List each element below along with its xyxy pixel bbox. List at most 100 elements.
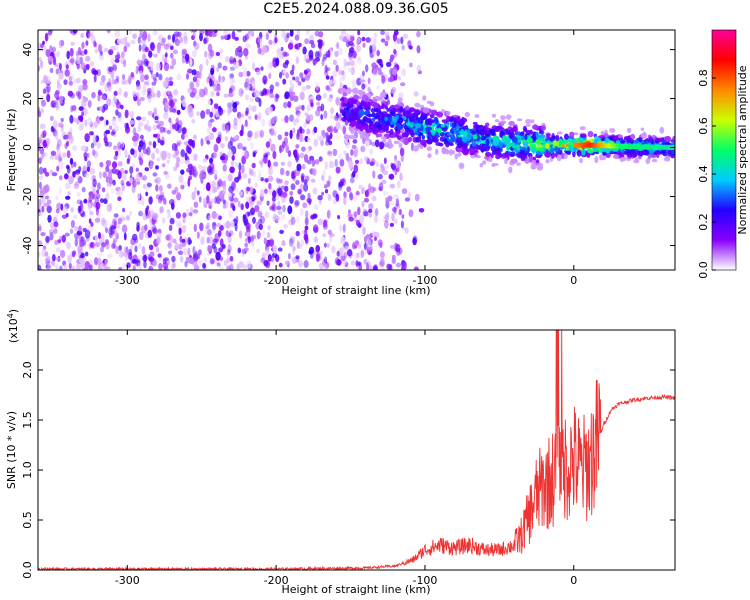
noise-mark — [69, 228, 74, 235]
noise-mark — [287, 205, 293, 215]
noise-mark — [152, 227, 158, 235]
noise-mark — [401, 44, 405, 51]
signal-mark — [455, 138, 460, 143]
signal-mark — [412, 145, 420, 152]
noise-mark — [129, 110, 134, 120]
noise-mark — [84, 251, 89, 257]
noise-mark — [247, 211, 251, 216]
noise-mark — [140, 225, 147, 234]
signal-mark — [573, 132, 579, 136]
x-tick-label: -200 — [264, 274, 289, 287]
signal-mark — [605, 151, 611, 158]
noise-mark — [92, 69, 99, 76]
noise-mark — [121, 182, 125, 192]
noise-mark — [139, 30, 143, 34]
noise-mark — [41, 248, 46, 257]
noise-mark — [172, 98, 178, 103]
signal-band-mark — [636, 144, 639, 150]
noise-mark — [262, 148, 267, 156]
noise-mark — [270, 235, 274, 241]
signal-mark — [353, 94, 359, 100]
spectrogram-y-label: Frequency (Hz) — [5, 109, 18, 192]
noise-mark — [200, 236, 205, 245]
noise-mark — [225, 55, 230, 63]
noise-mark — [132, 91, 138, 98]
noise-mark — [143, 260, 147, 269]
noise-mark — [78, 106, 84, 111]
noise-mark — [106, 141, 113, 148]
noise-mark — [252, 62, 256, 71]
noise-mark — [332, 70, 338, 78]
noise-mark — [295, 144, 300, 149]
noise-mark — [390, 201, 396, 206]
y-tick-label: 1.5 — [21, 411, 34, 429]
noise-mark — [367, 87, 371, 92]
signal-mark — [440, 123, 446, 128]
noise-mark — [42, 167, 47, 174]
noise-mark — [209, 132, 215, 141]
noise-mark — [83, 198, 88, 204]
noise-mark — [335, 96, 341, 106]
noise-mark — [196, 111, 200, 116]
noise-mark — [44, 32, 49, 42]
signal-mark — [384, 105, 388, 110]
signal-mark — [374, 121, 381, 128]
noise-mark — [190, 152, 195, 162]
noise-mark — [289, 114, 294, 122]
noise-mark — [412, 237, 417, 246]
signal-band-mark — [645, 144, 648, 150]
noise-mark — [308, 249, 314, 255]
noise-mark — [152, 141, 157, 149]
noise-mark — [129, 210, 132, 216]
noise-mark — [392, 207, 397, 213]
noise-mark — [211, 210, 217, 219]
noise-mark — [350, 173, 355, 179]
noise-mark — [244, 122, 249, 128]
signal-mark — [500, 120, 507, 125]
noise-mark — [381, 75, 386, 84]
signal-mark — [389, 134, 394, 139]
noise-mark — [294, 34, 300, 41]
noise-mark — [193, 223, 197, 233]
noise-mark — [61, 214, 68, 219]
noise-mark — [361, 200, 365, 208]
noise-mark — [389, 183, 395, 189]
signal-mark — [483, 143, 489, 149]
signal-mark — [397, 125, 404, 130]
noise-mark — [159, 61, 163, 71]
noise-mark — [366, 262, 369, 270]
noise-mark — [77, 176, 83, 184]
noise-mark — [365, 37, 371, 43]
noise-mark — [289, 30, 294, 37]
noise-mark — [149, 251, 155, 257]
noise-mark — [280, 213, 286, 220]
signal-mark — [549, 138, 555, 142]
noise-mark — [266, 200, 270, 206]
noise-mark — [42, 74, 48, 84]
noise-mark — [244, 237, 248, 243]
noise-mark — [392, 166, 396, 172]
noise-mark — [117, 217, 122, 225]
noise-mark — [139, 134, 144, 140]
noise-mark — [70, 220, 75, 228]
signal-mark — [470, 155, 476, 159]
noise-mark — [117, 111, 122, 119]
signal-mark — [567, 138, 573, 143]
signal-band-mark — [577, 142, 580, 148]
noise-mark — [229, 87, 233, 95]
noise-mark — [83, 49, 88, 55]
noise-mark — [310, 178, 316, 183]
noise-mark — [97, 213, 101, 219]
noise-mark — [300, 208, 304, 216]
signal-mark — [509, 153, 515, 157]
noise-mark — [107, 253, 113, 259]
noise-mark — [142, 30, 148, 40]
noise-mark — [188, 212, 193, 217]
noise-mark — [55, 131, 59, 141]
noise-mark — [146, 119, 150, 126]
signal-mark — [634, 157, 639, 163]
noise-mark — [213, 238, 219, 243]
noise-mark — [66, 50, 70, 60]
noise-mark — [56, 83, 62, 90]
noise-mark — [324, 189, 329, 194]
